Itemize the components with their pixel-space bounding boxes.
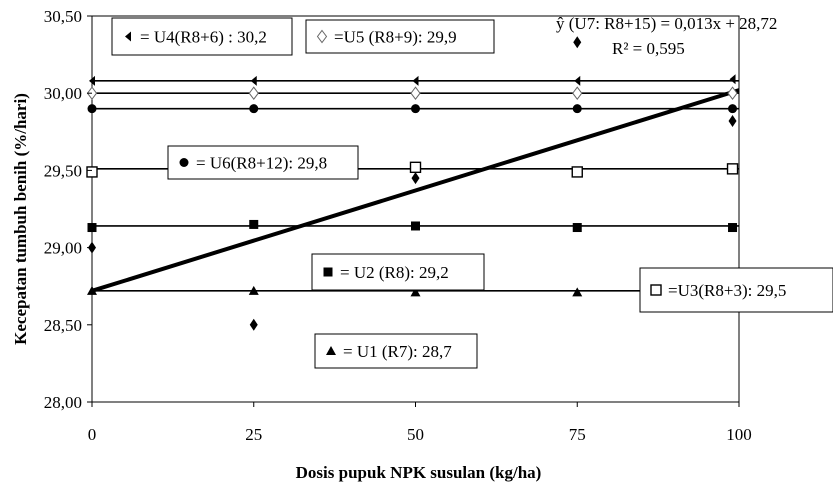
data-point-circle (728, 104, 738, 114)
legend-label: =U5 (R8+9): 29,9 (334, 28, 457, 47)
data-point-open-square (86, 166, 98, 178)
x-tick-label: 100 (726, 425, 752, 444)
data-point-circle (572, 104, 582, 114)
y-tick-label: 28,00 (44, 393, 82, 412)
data-point-left-triangle (250, 75, 257, 86)
data-point-open-diamond (248, 86, 259, 101)
chart-labels: Dosis pupuk NPK susulan (kg/ha) Kecepatan… (11, 14, 833, 482)
x-axis-title: Dosis pupuk NPK susulan (kg/ha) (296, 463, 542, 482)
legend-marker (179, 158, 189, 167)
legend-box-circle: = U6(R8+12): 29,8 (167, 145, 359, 180)
legend-label: = U4(R8+6) : 30,2 (140, 28, 267, 47)
data-point-square (411, 221, 420, 231)
data-point-diamond (728, 114, 737, 127)
data-point-square (249, 219, 259, 229)
legend-border (111, 17, 293, 56)
data-point-open-square (726, 163, 739, 175)
data-point-circle (249, 104, 259, 114)
data-point-diamond (573, 36, 582, 49)
x-tick-label: 50 (407, 425, 424, 444)
legend-label: = U2 (R8): 29,2 (340, 263, 449, 282)
data-point-diamond (249, 318, 258, 331)
axes: 28,00 28,50 29,00 29,50 30,00 30,50 0 25 50 75 100 (44, 7, 752, 444)
data-point-open-diamond (410, 86, 421, 101)
legend-box-open-square: =U3(R8+3): 29,5 (639, 267, 833, 313)
legend-marker (650, 284, 662, 296)
data-point-triangle (87, 285, 97, 295)
regression-r2: R² = 0,595 (612, 39, 685, 58)
legend-marker (125, 31, 131, 42)
y-tick-label: 30,00 (44, 84, 82, 103)
data-point-open-diamond (727, 86, 738, 101)
x-tick-label: 75 (569, 425, 586, 444)
y-axis-title: Kecepatan tumbuh benih (%/hari) (11, 93, 30, 345)
y-tick-label: 29,50 (44, 161, 82, 180)
y-tick-label: 28,50 (44, 316, 82, 335)
legend-border (167, 145, 359, 180)
x-tick-label: 25 (245, 425, 262, 444)
legend-box-triangle: = U1 (R7): 28,7 (314, 333, 478, 369)
data-point-triangle (572, 287, 583, 297)
series-lines (91, 80, 740, 293)
data-point-square (87, 223, 97, 233)
legend-border (311, 253, 485, 291)
legend-marker (323, 267, 333, 277)
legend-border (639, 267, 833, 313)
legend-box-left-triangle: = U4(R8+6) : 30,2 (111, 17, 293, 56)
legend-label: = U6(R8+12): 29,8 (196, 154, 327, 173)
legend-box-square: = U2 (R8): 29,2 (311, 253, 485, 291)
data-point-triangle (248, 285, 259, 295)
legend-box-open-diamond: =U5 (R8+9): 29,9 (305, 19, 495, 54)
data-point-left-triangle (89, 75, 95, 86)
legend-label: =U3(R8+3): 29,5 (668, 281, 786, 300)
data-point-open-diamond (572, 86, 583, 101)
x-tick-label: 0 (88, 425, 97, 444)
data-point-left-triangle (412, 75, 419, 86)
legend-marker (316, 29, 328, 44)
data-point-left-triangle (574, 75, 581, 86)
data-point-circle (87, 104, 97, 114)
legend-border (314, 333, 478, 369)
legend-label: = U1 (R7): 28,7 (343, 342, 452, 361)
regression-equation: ŷ (U7: R8+15) = 0,013x + 28,72 (556, 14, 777, 33)
data-point-triangle (410, 287, 421, 297)
y-tick-label: 29,00 (44, 239, 82, 258)
data-point-square (572, 223, 582, 233)
data-point-left-triangle (729, 74, 736, 85)
data-point-circle (411, 104, 420, 114)
legend-marker (326, 346, 336, 355)
data-point-square (728, 223, 738, 233)
y-tick-label: 30,50 (44, 7, 82, 26)
data-point-open-square (571, 166, 583, 178)
legend-border (305, 19, 495, 54)
data-point-diamond (411, 172, 420, 185)
regression-line (91, 88, 740, 293)
data-point-open-square (409, 161, 422, 174)
